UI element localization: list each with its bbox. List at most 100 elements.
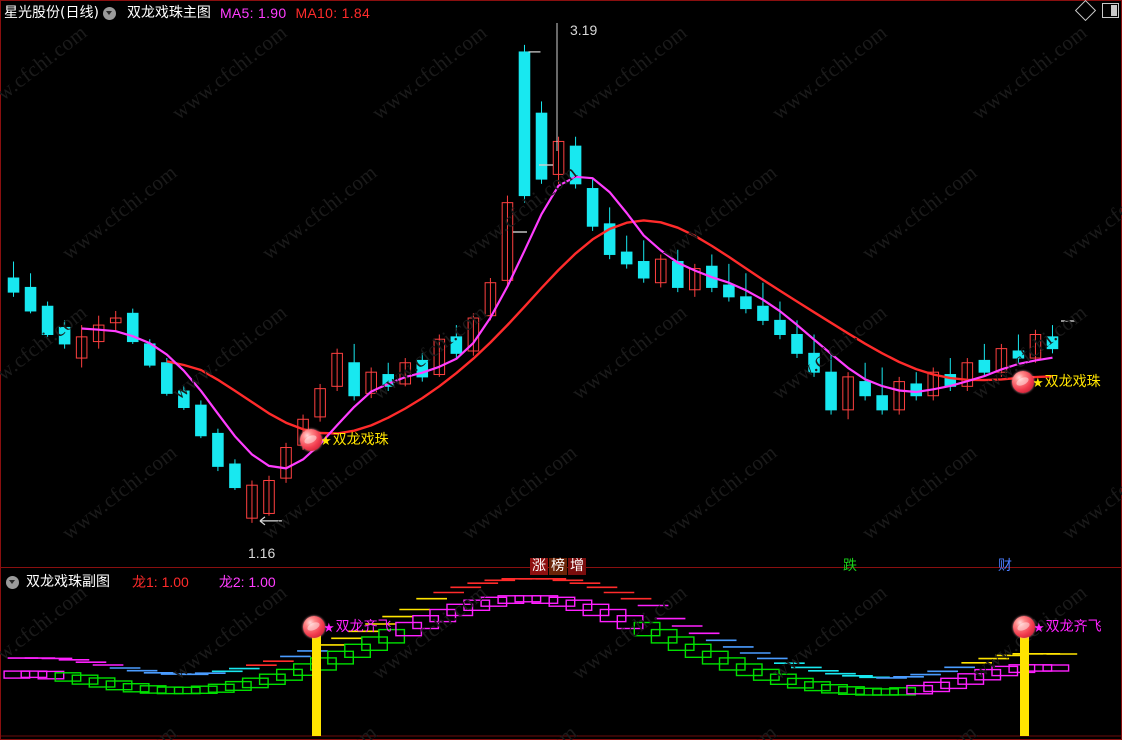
step-box	[190, 685, 218, 694]
candle	[637, 240, 650, 283]
candle	[569, 136, 582, 189]
candle	[109, 310, 122, 333]
tag-zeng[interactable]: 增	[568, 558, 586, 575]
step-box	[650, 628, 678, 644]
step-box	[207, 683, 235, 693]
sub-indicator-name[interactable]: 双龙戏珠副图	[26, 574, 110, 590]
candle	[791, 320, 803, 359]
star-icon: ★	[1033, 619, 1045, 635]
candle	[757, 282, 769, 326]
step-box	[565, 599, 593, 612]
low-price-label: 1.16	[248, 545, 276, 561]
candle	[161, 358, 173, 396]
highlight-bar-right	[1020, 632, 1029, 736]
candle	[484, 278, 497, 321]
tag-die[interactable]: 跌	[843, 558, 857, 574]
step-box	[1042, 664, 1070, 672]
step-box	[974, 668, 1002, 681]
step-box	[361, 636, 388, 652]
step-box	[548, 596, 576, 607]
candle	[501, 195, 514, 286]
tag-cai[interactable]: 财	[998, 558, 1012, 574]
candle	[229, 459, 241, 490]
candle	[859, 362, 871, 401]
step-box	[37, 670, 65, 680]
step-box	[889, 687, 916, 696]
step-box	[531, 595, 559, 604]
step-box	[20, 670, 48, 679]
candle	[603, 207, 616, 260]
candle	[671, 249, 684, 293]
signal-marker-left[interactable]: ★ 双龙戏珠	[300, 429, 389, 451]
candle	[75, 325, 88, 368]
step-box	[497, 595, 525, 604]
step-box	[224, 680, 252, 691]
step-box	[241, 677, 269, 689]
star-icon: ★	[1032, 374, 1044, 390]
candle	[24, 273, 37, 314]
candle	[620, 235, 633, 269]
step-box	[88, 677, 116, 688]
pearl-icon	[303, 616, 325, 638]
step-box	[906, 684, 934, 695]
indicator-name[interactable]: 双龙戏珠主图	[126, 5, 211, 21]
candle	[399, 358, 412, 387]
highlight-bar-left	[312, 632, 321, 736]
signal-label: 双龙戏珠	[1044, 373, 1101, 390]
candle	[910, 372, 923, 401]
pearl-icon	[1012, 371, 1034, 393]
signal-marker-right[interactable]: ★ 双龙戏珠	[1012, 371, 1101, 393]
step-box	[139, 685, 167, 694]
long1-readout: 龙1: 1.00	[132, 574, 189, 590]
sub-signal-right[interactable]: ★ 双龙齐飞	[1013, 616, 1102, 638]
candle	[552, 136, 565, 184]
candle	[195, 400, 207, 439]
candle	[535, 101, 548, 184]
candle	[92, 315, 105, 349]
candle	[1012, 334, 1025, 363]
sub-indicator-panel	[0, 567, 1122, 740]
candle	[518, 44, 531, 203]
chevron-down-icon[interactable]	[102, 6, 116, 20]
step-box	[769, 673, 797, 685]
main-chart-canvas	[7, 23, 1075, 526]
pearl-icon	[300, 429, 322, 451]
candle	[1029, 329, 1042, 363]
candle	[706, 254, 718, 293]
candle	[263, 475, 275, 516]
stock-title[interactable]: 星光股份(日线)	[4, 5, 99, 21]
ma10-readout: MA10: 1.84	[295, 5, 371, 21]
candle	[774, 301, 786, 340]
sub-signal-left[interactable]: ★ 双龙齐飞	[303, 616, 392, 638]
candle	[246, 480, 258, 523]
candle	[961, 358, 974, 392]
candle	[808, 334, 820, 377]
window-controls	[1074, 0, 1119, 22]
candle	[927, 367, 940, 401]
step-box	[105, 680, 133, 691]
step-box	[838, 686, 865, 696]
long2-readout: 龙2: 1.00	[218, 574, 276, 590]
low-arrow	[259, 516, 266, 526]
diamond-icon[interactable]	[1074, 0, 1097, 22]
signal-label: 双龙戏珠	[332, 431, 389, 448]
candle	[825, 353, 837, 415]
candle	[7, 261, 20, 297]
step-box	[821, 683, 848, 694]
tag-zhang[interactable]: 涨	[530, 558, 548, 575]
candle	[586, 179, 599, 231]
candle	[41, 301, 54, 337]
pearl-icon	[1013, 616, 1035, 638]
step-box	[957, 673, 985, 685]
candle	[126, 308, 139, 344]
panel-layout-icon[interactable]	[1102, 3, 1119, 18]
step-box	[804, 681, 831, 692]
candle	[893, 376, 905, 415]
star-icon: ★	[320, 432, 332, 448]
step-box	[54, 672, 82, 682]
tag-bang[interactable]: 榜	[549, 558, 567, 575]
step-box	[991, 665, 1019, 677]
chevron-down-icon[interactable]	[6, 575, 19, 589]
candle	[331, 348, 343, 392]
candle	[178, 386, 190, 410]
